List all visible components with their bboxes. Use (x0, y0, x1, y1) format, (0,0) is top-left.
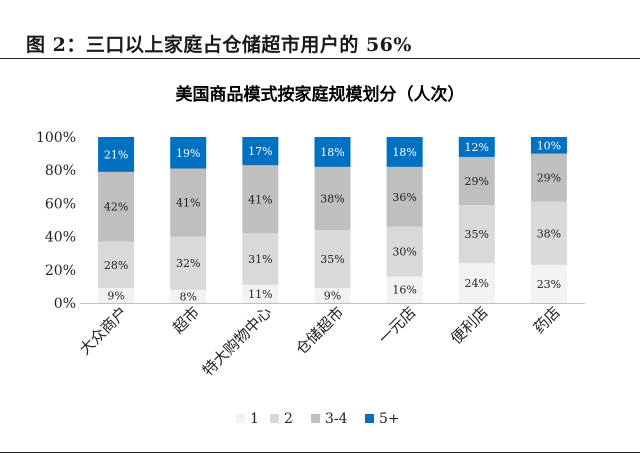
y-tick-label: 40% (45, 230, 76, 246)
category-label: 大众商户 (76, 303, 131, 358)
bar-segment (386, 166, 423, 227)
bar-segment (242, 284, 279, 303)
data-label: 29% (465, 175, 489, 188)
data-label: 36% (392, 191, 416, 204)
bar-segment (98, 137, 135, 172)
data-label: 9% (107, 290, 124, 303)
legend-label: 3-4 (325, 411, 348, 427)
bar-segment (98, 171, 135, 242)
bar-segment (530, 201, 567, 265)
data-label: 12% (465, 141, 489, 154)
top-divider (0, 58, 640, 59)
category-label: 超市 (169, 303, 203, 337)
legend-swatch (365, 414, 374, 423)
data-label: 17% (248, 145, 272, 158)
figure-title: 图 2：三口以上家庭占仓储超市用户的 56% (26, 34, 412, 56)
y-tick-label: 0% (54, 296, 76, 312)
y-tick-label: 60% (45, 196, 76, 212)
data-label: 19% (176, 147, 200, 160)
data-label: 38% (320, 192, 344, 205)
data-label: 42% (104, 201, 128, 214)
category-label: 仓储超市 (292, 303, 347, 358)
axis-layer: 0% 20% 40% 60% 80% 100% (36, 130, 585, 312)
legend-label: 2 (284, 411, 293, 427)
category-label: 药店 (530, 303, 564, 337)
bar-segment (170, 137, 207, 169)
y-tick-label: 80% (45, 163, 76, 179)
bar-segment (314, 288, 351, 303)
data-label: 11% (248, 288, 272, 301)
data-label: 16% (392, 284, 416, 297)
bar-segment (98, 241, 135, 289)
bar-layer: 9% 28% 42% 21% 8% 32% 41% 19% 11% 31% 41% 17% 9% 35% 3… (98, 137, 567, 303)
data-label: 41% (176, 197, 200, 210)
data-label: 24% (465, 277, 489, 290)
bottom-divider (0, 452, 640, 453)
category-label: 特大购物中心 (199, 303, 275, 379)
category-label: 便利店 (447, 303, 492, 348)
bar-segment (458, 205, 495, 264)
bar-segment (458, 263, 495, 303)
bar-segment (458, 137, 495, 157)
bar-segment (170, 289, 207, 303)
bar-segment (386, 276, 423, 303)
data-label: 8% (179, 290, 196, 303)
data-label: 30% (392, 246, 416, 259)
legend-swatch (270, 414, 279, 423)
data-label: 21% (104, 148, 128, 161)
data-label: 10% (537, 139, 561, 152)
data-label: 9% (324, 290, 341, 303)
bar-segment (530, 264, 567, 303)
data-label: 35% (465, 228, 489, 241)
legend-swatch (236, 414, 245, 423)
data-label: 28% (104, 259, 128, 272)
bar-segment (314, 229, 351, 289)
data-label: 23% (537, 278, 561, 291)
bar-segment (314, 137, 351, 167)
chart-title: 美国商品模式按家庭规模划分（人次） (176, 84, 465, 105)
bar-segment (242, 137, 279, 166)
data-label: 31% (248, 253, 272, 266)
legend-swatch (311, 414, 320, 423)
bar-segment (98, 288, 135, 303)
bar-segment (242, 165, 279, 234)
bar-segment (170, 236, 207, 290)
data-label: 18% (392, 146, 416, 159)
legend-label: 5+ (379, 411, 400, 427)
data-label: 35% (320, 253, 344, 266)
legend-label: 1 (250, 411, 259, 427)
bar-segment (386, 137, 423, 167)
category-label: 一元店 (375, 303, 420, 348)
bar-segment (242, 233, 279, 285)
y-tick-label: 100% (36, 130, 76, 146)
y-tick-label: 20% (45, 263, 76, 279)
bar-segment (530, 153, 567, 202)
legend: 1 2 3-4 5+ (236, 411, 400, 427)
data-label: 32% (176, 257, 200, 270)
bar-segment (170, 168, 207, 237)
data-label: 41% (248, 193, 272, 206)
data-label: 29% (537, 172, 561, 185)
bar-segment (530, 137, 567, 154)
data-label: 18% (320, 146, 344, 159)
bar-segment (386, 226, 423, 277)
bar-segment (314, 166, 351, 230)
bar-segment (458, 156, 495, 206)
data-label: 38% (537, 227, 561, 240)
